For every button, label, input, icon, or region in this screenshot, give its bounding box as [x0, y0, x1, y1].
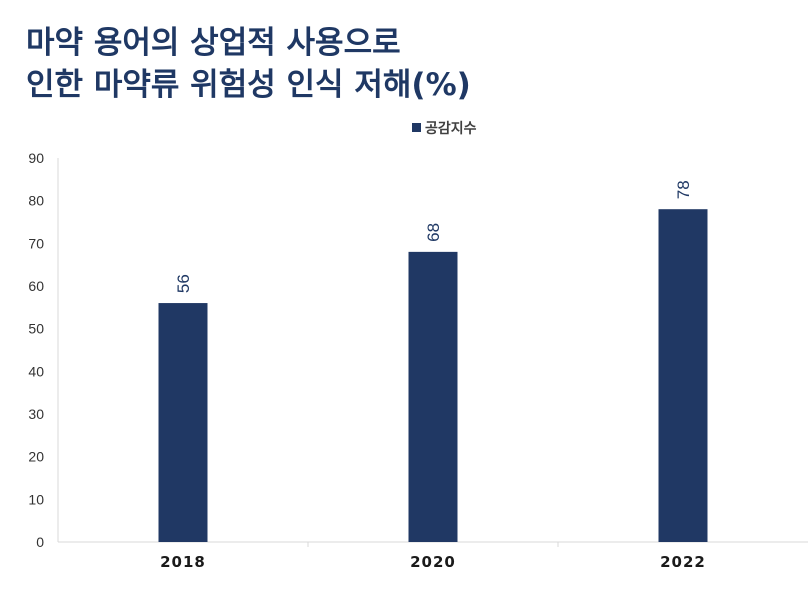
y-tick-label: 30 [28, 406, 44, 422]
y-tick-label: 70 [28, 235, 44, 251]
x-tick-label: 2022 [660, 553, 706, 571]
y-tick-label: 10 [28, 491, 44, 507]
x-axis-ticks: 2018 2020 2022 [160, 553, 706, 571]
data-labels: 56 68 78 [174, 180, 693, 293]
legend: 공감지수 [412, 120, 477, 137]
data-label: 68 [424, 223, 443, 242]
legend-label: 공감지수 [425, 120, 477, 137]
y-tick-label: 0 [36, 534, 44, 550]
y-tick-label: 60 [28, 278, 44, 294]
bars [158, 209, 708, 542]
y-tick-label: 40 [28, 363, 44, 379]
data-label: 56 [174, 274, 193, 293]
x-tick-label: 2018 [160, 553, 206, 571]
y-tick-label: 90 [28, 150, 44, 166]
chart-title: 마약 용어의 상업적 사용으로 인한 마약류 위험성 인식 저해(%) [26, 22, 766, 106]
x-tick-label: 2020 [410, 553, 456, 571]
y-axis-ticks: 0 10 20 30 40 50 60 70 80 90 [28, 150, 44, 550]
y-tick-label: 80 [28, 193, 44, 209]
bar [658, 209, 708, 542]
chart-title-line-1: 마약 용어의 상업적 사용으로 [26, 25, 401, 61]
bar [408, 251, 458, 542]
data-label: 78 [674, 180, 693, 199]
chart-title-line-2: 인한 마약류 위험성 인식 저해(%) [26, 67, 471, 103]
y-tick-label: 50 [28, 321, 44, 337]
legend-swatch [412, 123, 421, 132]
y-tick-label: 20 [28, 449, 44, 465]
bar [158, 303, 208, 542]
